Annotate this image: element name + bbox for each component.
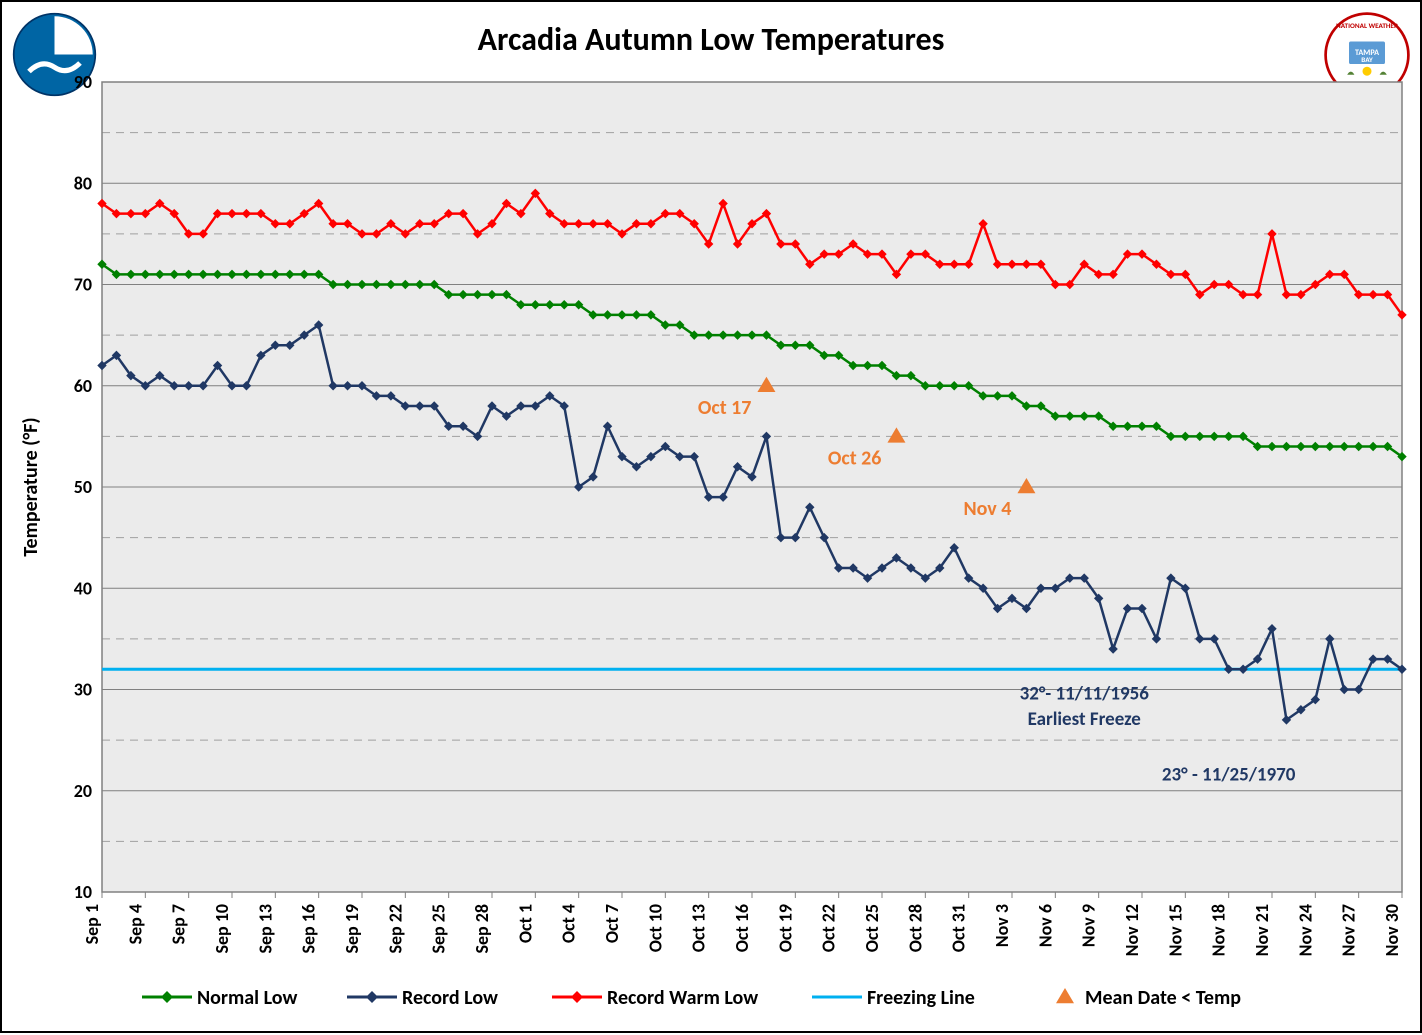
- x-tick-label: Oct 10: [644, 904, 666, 952]
- y-tick-label: 30: [74, 679, 92, 701]
- x-tick-label: Oct 13: [688, 904, 710, 952]
- y-tick-label: 20: [74, 780, 92, 802]
- x-tick-label: Nov 27: [1338, 904, 1360, 956]
- y-tick-label: 80: [74, 172, 92, 194]
- x-tick-label: Sep 4: [124, 904, 146, 944]
- x-tick-label: Nov 15: [1164, 904, 1186, 956]
- annotation: 32°- 11/11/1956: [1020, 683, 1150, 706]
- x-tick-label: Sep 25: [428, 904, 450, 954]
- legend-label: Mean Date < Temp: [1085, 986, 1241, 1010]
- mean-date-label: Oct 26: [828, 446, 882, 470]
- legend-marker: [161, 991, 173, 1003]
- x-tick-label: Sep 10: [211, 904, 233, 954]
- x-tick-label: Oct 22: [818, 904, 840, 952]
- x-tick-label: Nov 24: [1294, 904, 1316, 956]
- x-tick-label: Sep 22: [384, 904, 406, 954]
- annotation: Earliest Freeze: [1028, 708, 1141, 731]
- x-tick-label: Oct 1: [514, 904, 536, 943]
- x-tick-label: Nov 18: [1208, 904, 1230, 956]
- y-tick-label: 60: [74, 375, 92, 397]
- legend-label: Record Warm Low: [607, 986, 758, 1010]
- x-tick-label: Nov 12: [1121, 904, 1143, 956]
- x-tick-label: Oct 19: [774, 904, 796, 952]
- y-tick-label: 40: [74, 577, 92, 599]
- annotation: 23° - 11/25/1970: [1162, 764, 1296, 787]
- x-tick-label: Oct 7: [601, 904, 623, 943]
- x-tick-label: Sep 7: [168, 904, 190, 944]
- chart-svg: 10 20 30 40 50 60 70 80 90 Temperature (°F) Sep 1 S…: [2, 2, 1422, 1035]
- x-tick-label: Oct 31: [948, 904, 970, 952]
- x-tick-label: Sep 16: [298, 904, 320, 954]
- x-tick-label: Oct 4: [558, 904, 580, 943]
- x-tick-label: Nov 3: [991, 904, 1013, 947]
- mean-date-label: Nov 4: [963, 497, 1011, 521]
- chart-container: NATIONAL WEATHER SERVICE TAMPA BAY Arcad…: [0, 0, 1422, 1033]
- x-tick-label: Oct 25: [861, 904, 883, 952]
- legend-marker: [571, 991, 583, 1003]
- x-tick-label: Nov 6: [1034, 904, 1056, 947]
- x-tick-label: Sep 19: [341, 904, 363, 954]
- x-tick-label: Oct 16: [731, 904, 753, 952]
- x-tick-label: Sep 28: [471, 904, 493, 954]
- x-tick-label: Sep 1: [81, 904, 103, 944]
- x-tick-label: Nov 21: [1251, 904, 1273, 956]
- y-tick-label: 10: [74, 881, 92, 903]
- y-axis-title: Temperature (°F): [19, 417, 43, 556]
- legend-label: Normal Low: [197, 986, 297, 1010]
- x-tick-label: Oct 28: [904, 904, 926, 952]
- y-tick-label: 50: [74, 476, 92, 498]
- mean-date-label: Oct 17: [698, 396, 752, 420]
- legend-label: Record Low: [402, 986, 498, 1010]
- x-tick-label: Sep 13: [254, 904, 276, 954]
- x-tick-label: Nov 30: [1381, 904, 1403, 956]
- legend-label: Freezing Line: [867, 986, 975, 1010]
- legend-marker: [366, 991, 378, 1003]
- y-tick-label: 70: [74, 274, 92, 296]
- legend-triangle: [1056, 988, 1074, 1003]
- x-tick-label: Nov 9: [1078, 904, 1100, 947]
- y-tick-label: 90: [74, 71, 92, 93]
